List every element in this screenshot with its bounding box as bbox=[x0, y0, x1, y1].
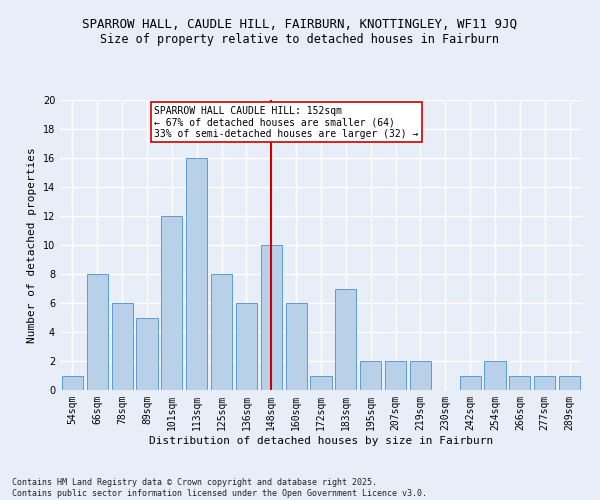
Bar bbox=[534, 376, 555, 390]
Bar bbox=[360, 361, 381, 390]
Text: SPARROW HALL, CAUDLE HILL, FAIRBURN, KNOTTINGLEY, WF11 9JQ: SPARROW HALL, CAUDLE HILL, FAIRBURN, KNO… bbox=[83, 18, 517, 30]
Bar bbox=[286, 303, 307, 390]
Bar bbox=[484, 361, 506, 390]
X-axis label: Distribution of detached houses by size in Fairburn: Distribution of detached houses by size … bbox=[149, 436, 493, 446]
Bar bbox=[236, 303, 257, 390]
Bar bbox=[460, 376, 481, 390]
Bar bbox=[186, 158, 207, 390]
Bar bbox=[211, 274, 232, 390]
Bar bbox=[62, 376, 83, 390]
Bar bbox=[509, 376, 530, 390]
Bar bbox=[335, 288, 356, 390]
Bar bbox=[112, 303, 133, 390]
Y-axis label: Number of detached properties: Number of detached properties bbox=[27, 147, 37, 343]
Bar bbox=[136, 318, 158, 390]
Bar bbox=[261, 245, 282, 390]
Text: Size of property relative to detached houses in Fairburn: Size of property relative to detached ho… bbox=[101, 32, 499, 46]
Bar bbox=[385, 361, 406, 390]
Bar bbox=[410, 361, 431, 390]
Bar bbox=[87, 274, 108, 390]
Bar bbox=[161, 216, 182, 390]
Bar bbox=[559, 376, 580, 390]
Bar bbox=[310, 376, 332, 390]
Text: Contains HM Land Registry data © Crown copyright and database right 2025.
Contai: Contains HM Land Registry data © Crown c… bbox=[12, 478, 427, 498]
Text: SPARROW HALL CAUDLE HILL: 152sqm
← 67% of detached houses are smaller (64)
33% o: SPARROW HALL CAUDLE HILL: 152sqm ← 67% o… bbox=[154, 106, 419, 139]
